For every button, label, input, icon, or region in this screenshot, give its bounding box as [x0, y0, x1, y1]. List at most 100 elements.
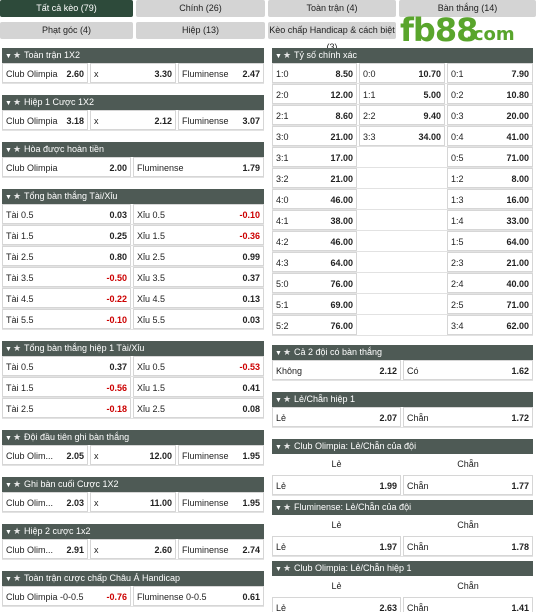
- chevron-down-icon[interactable]: ▼: [5, 482, 12, 489]
- odds-button[interactable]: Xỉu 2.5 0.99: [133, 246, 264, 266]
- chevron-down-icon[interactable]: ▼: [275, 350, 282, 357]
- odds-button[interactable]: Xỉu 2.5 0.08: [133, 398, 264, 418]
- odds-button[interactable]: 3:0 21.00: [272, 126, 357, 146]
- odds-button[interactable]: Club Olimpia -0-0.5 -0.76: [2, 586, 131, 606]
- odds-button[interactable]: Xỉu 3.5 0.37: [133, 267, 264, 287]
- odds-button[interactable]: x 2.60: [90, 539, 176, 559]
- odds-button[interactable]: Lẻ 2.07: [272, 407, 401, 427]
- odds-button[interactable]: 1:2 8.00: [447, 168, 533, 188]
- star-icon[interactable]: ★: [13, 97, 22, 107]
- odds-button[interactable]: Chẵn 1.72: [403, 407, 533, 427]
- tab-handicap[interactable]: Kèo chấp Handicap & cách biệt (3): [268, 22, 396, 52]
- odds-button[interactable]: Lẻ 1.97: [272, 536, 401, 556]
- odds-button[interactable]: Fluminense 1.79: [133, 157, 264, 177]
- odds-button[interactable]: 3:1 17.00: [272, 147, 357, 167]
- market-header[interactable]: ▼★ Lẻ/Chẵn hiệp 1: [272, 392, 533, 407]
- tab-halves[interactable]: Hiệp (13): [136, 22, 265, 39]
- market-header[interactable]: ▼★ Hòa được hoàn tiền: [2, 142, 264, 157]
- odds-button[interactable]: x 11.00: [90, 492, 176, 512]
- odds-button[interactable]: Fluminense 2.74: [178, 539, 264, 559]
- odds-button[interactable]: Club Olimpia 3.18: [2, 110, 88, 130]
- odds-button[interactable]: 5:2 76.00: [272, 315, 357, 335]
- chevron-down-icon[interactable]: ▼: [5, 194, 12, 201]
- odds-button[interactable]: 2:0 12.00: [272, 84, 357, 104]
- chevron-down-icon[interactable]: ▼: [275, 566, 282, 573]
- market-header[interactable]: ▼★ Toàn trận cược chấp Châu Á Handicap: [2, 571, 264, 586]
- odds-button[interactable]: Fluminense 0-0.5 0.61: [133, 586, 264, 606]
- star-icon[interactable]: ★: [283, 347, 292, 357]
- odds-button[interactable]: 3:4 62.00: [447, 315, 533, 335]
- odds-button[interactable]: 5:0 76.00: [272, 273, 357, 293]
- odds-button[interactable]: 1:5 64.00: [447, 231, 533, 251]
- tab-main[interactable]: Chính (26): [136, 0, 265, 17]
- odds-button[interactable]: Fluminense 3.07: [178, 110, 264, 130]
- market-header[interactable]: ▼★ Tổng bàn thắng hiệp 1 Tài/Xỉu: [2, 341, 264, 356]
- odds-button[interactable]: Tài 3.5 -0.50: [2, 267, 131, 287]
- odds-button[interactable]: Không 2.12: [272, 360, 401, 380]
- market-header[interactable]: ▼★ Cả 2 đội có bàn thắng: [272, 345, 533, 360]
- star-icon[interactable]: ★: [13, 50, 22, 60]
- odds-button[interactable]: Tài 2.5 -0.18: [2, 398, 131, 418]
- odds-button[interactable]: Chẵn 1.78: [403, 536, 533, 556]
- odds-button[interactable]: 0:1 7.90: [447, 63, 533, 83]
- odds-button[interactable]: 4:2 46.00: [272, 231, 357, 251]
- odds-button[interactable]: 2:2 9.40: [359, 105, 445, 125]
- odds-button[interactable]: 0:2 10.80: [447, 84, 533, 104]
- market-header[interactable]: ▼★ Hiệp 1 Cược 1X2: [2, 95, 264, 110]
- star-icon[interactable]: ★: [283, 441, 292, 451]
- star-icon[interactable]: ★: [13, 191, 22, 201]
- star-icon[interactable]: ★: [283, 502, 292, 512]
- star-icon[interactable]: ★: [13, 144, 22, 154]
- odds-button[interactable]: 2:4 40.00: [447, 273, 533, 293]
- chevron-down-icon[interactable]: ▼: [275, 53, 282, 60]
- odds-button[interactable]: Xỉu 5.5 0.03: [133, 309, 264, 329]
- chevron-down-icon[interactable]: ▼: [5, 147, 12, 154]
- odds-button[interactable]: 2:5 71.00: [447, 294, 533, 314]
- odds-button[interactable]: Fluminense 1.95: [178, 445, 264, 465]
- odds-button[interactable]: Xỉu 1.5 0.41: [133, 377, 264, 397]
- odds-button[interactable]: 0:3 20.00: [447, 105, 533, 125]
- market-header[interactable]: ▼★ Ghi bàn cuối Cược 1X2: [2, 477, 264, 492]
- market-header[interactable]: ▼★ Club Olimpia: Lẻ/Chẵn của đội: [272, 439, 533, 454]
- tab-all[interactable]: Tất cả kèo (79): [0, 0, 133, 17]
- market-header[interactable]: ▼★ Đội đầu tiên ghi bàn thắng: [2, 430, 264, 445]
- odds-button[interactable]: x 3.30: [90, 63, 176, 83]
- odds-button[interactable]: x 12.00: [90, 445, 176, 465]
- odds-button[interactable]: Club Olimpia 2.60: [2, 63, 88, 83]
- odds-button[interactable]: 4:3 64.00: [272, 252, 357, 272]
- chevron-down-icon[interactable]: ▼: [275, 444, 282, 451]
- odds-button[interactable]: Club Olim... 2.91: [2, 539, 88, 559]
- odds-button[interactable]: Xỉu 1.5 -0.36: [133, 225, 264, 245]
- odds-button[interactable]: Tài 0.5 0.03: [2, 204, 131, 224]
- odds-button[interactable]: Xỉu 0.5 -0.53: [133, 356, 264, 376]
- market-header[interactable]: ▼★ Fluminense: Lẻ/Chẵn của đội: [272, 500, 533, 515]
- odds-button[interactable]: 1:3 16.00: [447, 189, 533, 209]
- chevron-down-icon[interactable]: ▼: [5, 435, 12, 442]
- odds-button[interactable]: Club Olimpia 2.00: [2, 157, 131, 177]
- odds-button[interactable]: 1:4 33.00: [447, 210, 533, 230]
- odds-button[interactable]: Xỉu 0.5 -0.10: [133, 204, 264, 224]
- market-header[interactable]: ▼★ Tổng bàn thắng Tài/Xỉu: [2, 189, 264, 204]
- market-header[interactable]: ▼★ Toàn trận 1X2: [2, 48, 264, 63]
- star-icon[interactable]: ★: [13, 526, 22, 536]
- star-icon[interactable]: ★: [283, 50, 292, 60]
- odds-button[interactable]: Tài 2.5 0.80: [2, 246, 131, 266]
- odds-button[interactable]: Chẵn 1.41: [403, 597, 533, 612]
- odds-button[interactable]: Club Olim... 2.05: [2, 445, 88, 465]
- chevron-down-icon[interactable]: ▼: [5, 53, 12, 60]
- odds-button[interactable]: 1:1 5.00: [359, 84, 445, 104]
- odds-button[interactable]: 0:0 10.70: [359, 63, 445, 83]
- odds-button[interactable]: 2:1 8.60: [272, 105, 357, 125]
- odds-button[interactable]: Tài 4.5 -0.22: [2, 288, 131, 308]
- odds-button[interactable]: Tài 0.5 0.37: [2, 356, 131, 376]
- odds-button[interactable]: Chẵn 1.77: [403, 475, 533, 495]
- odds-button[interactable]: Lẻ 2.63: [272, 597, 401, 612]
- chevron-down-icon[interactable]: ▼: [5, 346, 12, 353]
- chevron-down-icon[interactable]: ▼: [5, 100, 12, 107]
- odds-button[interactable]: Tài 5.5 -0.10: [2, 309, 131, 329]
- odds-button[interactable]: 3:3 34.00: [359, 126, 445, 146]
- odds-button[interactable]: Club Olim... 2.03: [2, 492, 88, 512]
- odds-button[interactable]: 0:4 41.00: [447, 126, 533, 146]
- odds-button[interactable]: 0:5 71.00: [447, 147, 533, 167]
- odds-button[interactable]: 3:2 21.00: [272, 168, 357, 188]
